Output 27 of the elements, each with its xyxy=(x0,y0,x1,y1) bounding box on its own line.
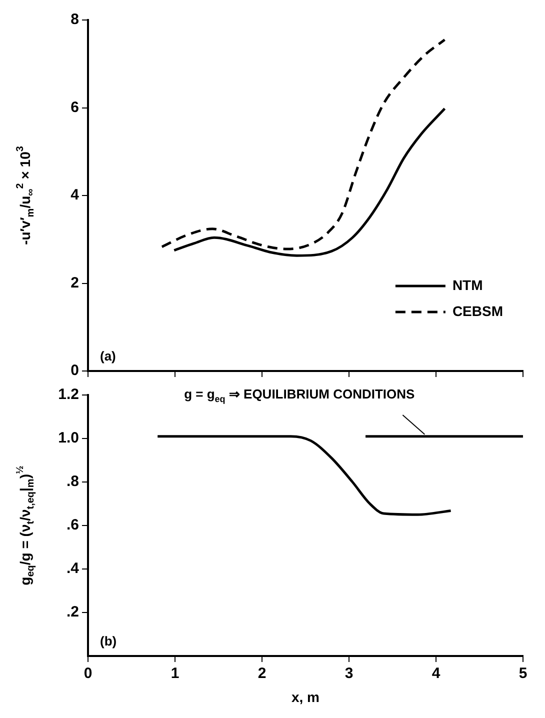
line-series xyxy=(156,435,452,516)
line-series xyxy=(172,107,446,257)
y-tick-label: .6 xyxy=(66,516,79,534)
x-tick-label: 0 xyxy=(84,665,92,682)
x-tick-label: 4 xyxy=(432,665,441,682)
y-axis-title: -u′v′m/u∞2 × 103 xyxy=(15,146,37,245)
y-tick-label: 0 xyxy=(70,362,79,380)
line-series xyxy=(160,38,446,250)
x-tick-label: 2 xyxy=(258,665,266,682)
x-tick-label: 3 xyxy=(344,665,354,682)
legend-label: NTM xyxy=(452,276,483,293)
y-tick-label: 1.0 xyxy=(58,430,79,447)
y-tick-label: 8 xyxy=(70,11,79,28)
y-tick-label: .4 xyxy=(66,560,80,578)
y-tick-label: .2 xyxy=(66,604,79,621)
text: geq/g = (νt/νt,eq|m)½ xyxy=(15,466,37,586)
y-tick-label: 4 xyxy=(70,186,80,204)
annotation: (b) xyxy=(100,634,117,649)
y-tick-label: 1.2 xyxy=(58,386,79,404)
x-axis-title: x, m xyxy=(291,688,320,705)
y-tick-label: 2 xyxy=(70,274,79,292)
annotation: (a) xyxy=(100,348,116,364)
y-tick-label: .8 xyxy=(66,473,79,490)
legend-label: CEBSM xyxy=(452,302,504,319)
y-tick-label: 6 xyxy=(70,98,79,116)
x-tick-label: 5 xyxy=(518,665,528,682)
x-tick-label: 1 xyxy=(170,665,180,682)
